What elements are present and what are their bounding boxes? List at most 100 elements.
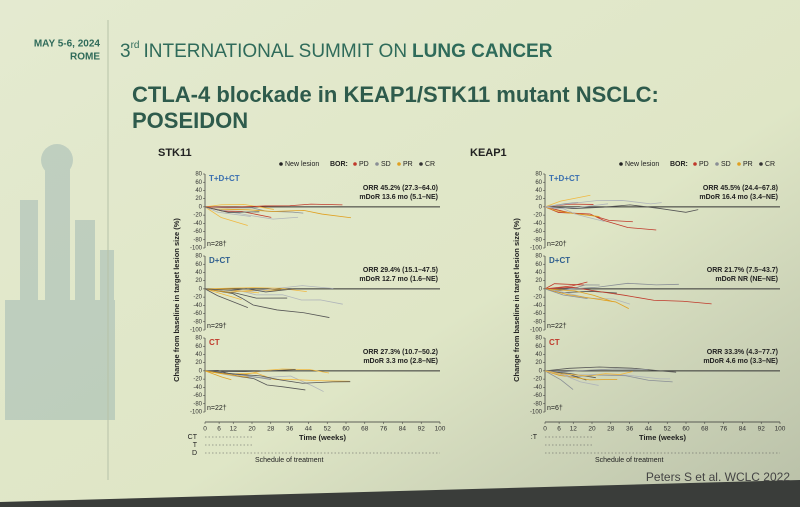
spider-line — [544, 288, 629, 309]
schedule-row-label: T — [193, 442, 198, 449]
y-tick-label: -40 — [193, 385, 202, 391]
x-tick-label: 92 — [418, 426, 426, 433]
x-tick-label: 52 — [324, 426, 332, 433]
legend-bor: BOR: — [330, 161, 348, 168]
y-tick-label: 80 — [195, 254, 202, 260]
panel-label: KEAP1 — [470, 147, 507, 159]
x-tick-label: 84 — [739, 426, 747, 433]
legend-marker — [759, 162, 763, 166]
y-tick-label: 0 — [539, 368, 543, 374]
arm-name: D+CT — [209, 256, 230, 265]
spider-line — [204, 369, 296, 372]
spider-line — [204, 206, 304, 214]
y-tick-label: 20 — [195, 196, 202, 202]
x-tick-label: 28 — [267, 426, 275, 433]
arm-n: n=22† — [207, 405, 227, 412]
spider-line — [204, 203, 274, 210]
y-tick-label: 0 — [199, 368, 203, 374]
spider-line — [544, 194, 591, 208]
spider-line — [544, 281, 588, 290]
y-tick-label: 40 — [535, 188, 542, 194]
slide-title: CTLA-4 blockade in KEAP1/STK11 mutant NS… — [132, 82, 659, 133]
title-line: CTLA-4 blockade in KEAP1/STK11 mutant NS… — [132, 82, 659, 107]
legend-bor: BOR: — [670, 161, 688, 168]
y-tick-label: -60 — [533, 229, 542, 235]
summit-number: 3 — [120, 41, 131, 62]
arm-name: D+CT — [549, 256, 570, 265]
arm-mdor: mDoR 16.4 mo (3.4–NE) — [699, 194, 778, 201]
x-tick-label: 52 — [664, 426, 672, 433]
y-tick-label: -40 — [533, 385, 542, 391]
y-tick-label: 40 — [195, 188, 202, 194]
arm-orr: ORR 21.7% (7.5–43.7) — [707, 267, 778, 274]
y-tick-label: 40 — [535, 352, 542, 358]
spider-line — [544, 200, 662, 208]
x-tick-label: 0 — [203, 426, 207, 433]
spider-line — [544, 288, 613, 302]
spider-line — [204, 206, 251, 217]
y-axis-label: Change from baseline in target lesion si… — [172, 218, 181, 382]
spider-line — [204, 206, 260, 213]
schedule-row-label: :T — [531, 434, 538, 441]
spider-line — [544, 204, 699, 213]
x-tick-label: 68 — [701, 426, 709, 433]
summit-bold: LUNG CANCER — [412, 41, 553, 62]
arm-orr: ORR 29.4% (15.1–47.5) — [363, 267, 438, 274]
y-tick-label: 40 — [195, 270, 202, 276]
legend-item: PR — [403, 161, 413, 168]
y-tick-label: -80 — [193, 319, 202, 325]
arm-mdor: mDoR 12.7 mo (1.6–NE) — [359, 276, 438, 283]
legend-item: SD — [721, 161, 731, 168]
arm-n: n=20† — [547, 241, 567, 248]
y-tick-label: 80 — [535, 172, 542, 178]
schedule-label: Schedule of treatment — [255, 457, 324, 464]
arm-n: n=28† — [207, 241, 227, 248]
legend-item: PD — [359, 161, 369, 168]
y-tick-label: -20 — [193, 295, 202, 301]
x-tick-label: 6 — [557, 426, 561, 433]
x-tick-label: 76 — [380, 426, 388, 433]
y-tick-label: 80 — [195, 172, 202, 178]
x-tick-label: 60 — [682, 426, 690, 433]
arm-n: n=6† — [547, 405, 563, 412]
spider-line — [544, 286, 712, 305]
spider-line — [544, 282, 679, 291]
y-tick-label: -60 — [193, 311, 202, 317]
y-tick-label: 0 — [539, 286, 543, 292]
legend-marker — [693, 162, 697, 166]
y-tick-label: 0 — [539, 204, 543, 210]
y-tick-label: -100 — [530, 328, 543, 334]
y-tick-label: 80 — [535, 336, 542, 342]
spider-line — [204, 206, 248, 226]
x-tick-label: 36 — [286, 426, 294, 433]
schedule-label: Schedule of treatment — [595, 457, 664, 464]
y-tick-label: 60 — [195, 262, 202, 268]
x-tick-label: 12 — [230, 426, 238, 433]
y-tick-label: -80 — [193, 401, 202, 407]
y-tick-label: -40 — [193, 221, 202, 227]
y-tick-label: 20 — [535, 278, 542, 284]
x-tick-label: 92 — [758, 426, 766, 433]
y-tick-label: -80 — [533, 237, 542, 243]
y-tick-label: -100 — [190, 328, 203, 334]
x-tick-label: 76 — [720, 426, 728, 433]
spider-line — [544, 206, 600, 217]
arm-name: T+D+CT — [209, 174, 240, 183]
y-tick-label: -60 — [533, 311, 542, 317]
spider-line — [204, 370, 249, 378]
y-tick-label: 80 — [195, 336, 202, 342]
legend-marker — [279, 162, 283, 166]
y-tick-label: 40 — [195, 352, 202, 358]
summit-sup: rd — [131, 40, 140, 51]
source: Peters S et al. WCLC 2022 — [646, 470, 790, 484]
spider-line — [204, 370, 232, 381]
spider-line — [544, 206, 605, 222]
x-tick-label: 100 — [775, 426, 786, 433]
y-tick-label: -100 — [190, 410, 203, 416]
y-tick-label: -20 — [533, 295, 542, 301]
y-tick-label: -80 — [193, 237, 202, 243]
spider-line — [204, 288, 294, 293]
arm-mdor: mDoR 4.6 mo (3.3–NE) — [703, 358, 778, 365]
